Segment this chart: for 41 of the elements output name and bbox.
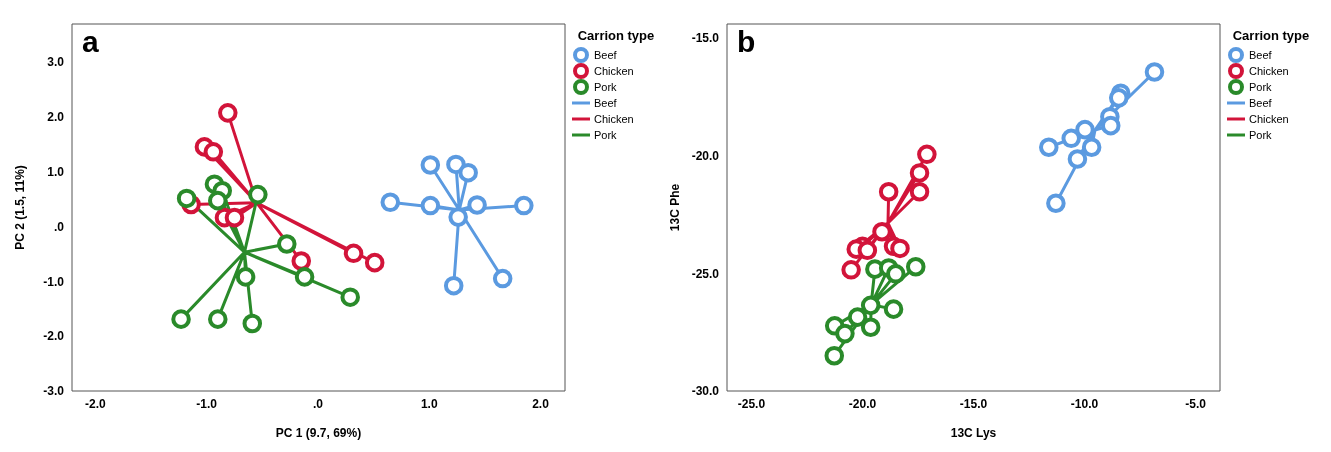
legend-title: Carrion type [576,28,656,43]
x-tick-label: -5.0 [1185,396,1207,411]
legend-label: Chicken [1249,65,1289,77]
annotation: a [82,25,99,58]
legend-label: Pork [1249,129,1272,141]
legend-label: Beef [594,97,617,109]
y-tick-label: 2.0 [47,109,65,124]
x-tick-label: -2.0 [85,396,107,411]
legend-label: Chicken [1249,113,1289,125]
legend-label: Chicken [594,65,634,77]
x-tick-label: 1.0 [420,396,438,411]
x-axis-title: 13C Lys [950,426,997,440]
x-tick-label: -20.0 [848,396,877,411]
y-tick-label: 1.0 [47,164,65,179]
y-tick-label: -25.0 [691,266,720,281]
x-tick-label: -15.0 [959,396,988,411]
x-tick-label: 2.0 [532,396,550,411]
legend-label: Beef [594,49,617,61]
x-tick-label: .0 [312,396,324,411]
x-axis-title: PC 1 (9.7, 69%) [275,426,362,440]
x-tick-label: -25.0 [737,396,766,411]
legend-label: Pork [594,129,617,141]
legend-label: Chicken [594,113,634,125]
legend-label: Pork [594,81,617,93]
x-tick-label: -1.0 [196,396,218,411]
y-tick-label: .0 [53,219,65,234]
x-tick-label: -10.0 [1070,396,1099,411]
y-axis-title: 13C Phe [668,183,683,232]
y-tick-label: -15.0 [691,31,720,46]
y-tick-label: -30.0 [691,384,720,399]
y-tick-label: -3.0 [43,384,65,399]
annotation: b [737,25,756,58]
legend-label: Beef [1249,97,1272,109]
y-tick-label: -1.0 [43,274,65,289]
legend-label: Beef [1249,49,1272,61]
y-tick-label: 3.0 [47,55,65,70]
legend-title: Carrion type [1231,28,1311,43]
y-axis-title: PC 2 (1.5, 11%) [13,165,28,250]
y-tick-label: -20.0 [691,149,720,163]
y-tick-label: -2.0 [43,329,65,344]
legend-label: Pork [1249,81,1272,93]
